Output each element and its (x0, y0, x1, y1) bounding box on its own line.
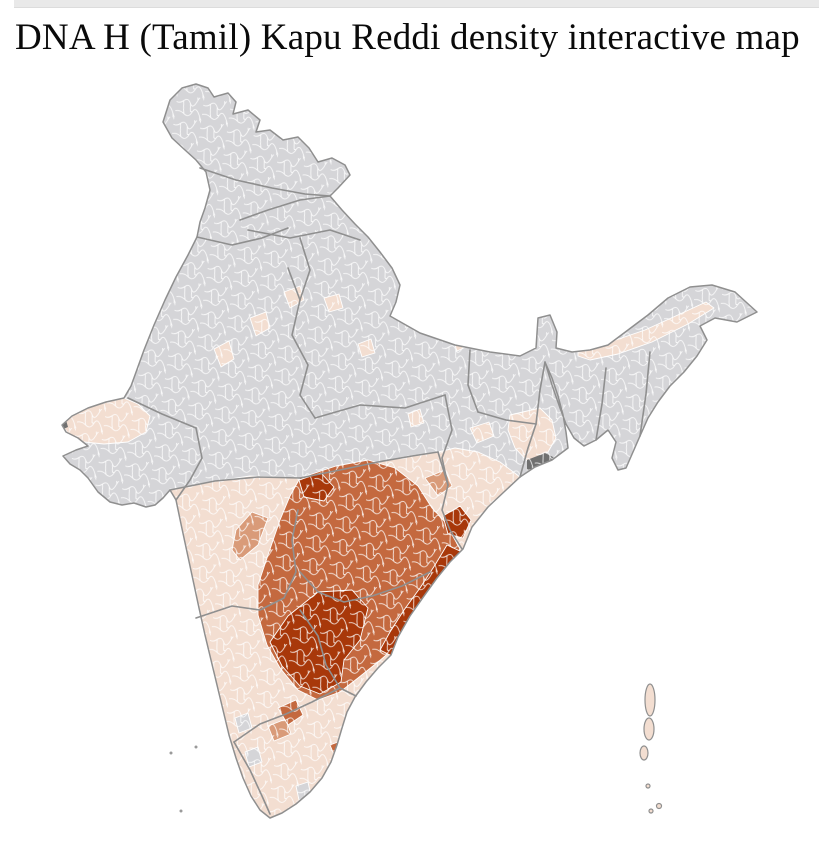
lakshadweep-islands[interactable] (169, 745, 198, 813)
india-outline (61, 83, 758, 819)
andaman-nicobar-islands[interactable] (639, 683, 663, 814)
top-bar (14, 0, 819, 8)
state-borders (127, 167, 651, 815)
page-title: DNA H (Tamil) Kapu Reddi density interac… (15, 17, 800, 58)
